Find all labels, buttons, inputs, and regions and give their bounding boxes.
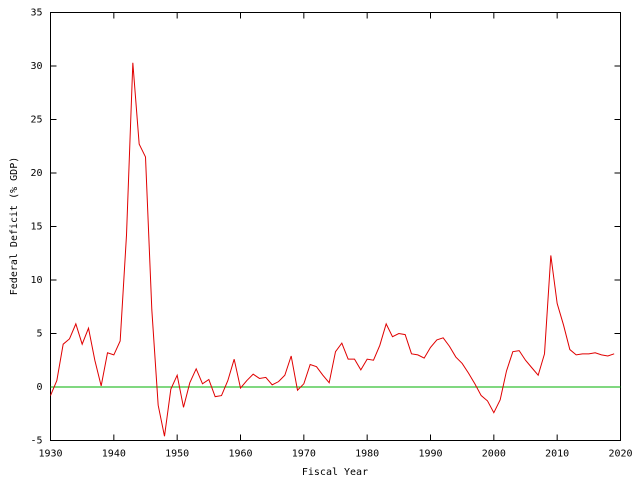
y-tick-label: 35 (30, 8, 42, 19)
plot-frame (50, 12, 621, 441)
y-tick-label: 20 (30, 168, 42, 179)
x-tick-label: 2020 (608, 449, 632, 460)
x-tick-label: 1930 (38, 449, 62, 460)
x-tick-label: 1980 (355, 449, 379, 460)
data-line (50, 62, 615, 437)
x-tick-label: 1960 (228, 449, 252, 460)
x-tick-label: 2000 (482, 449, 506, 460)
y-tick-label: 5 (36, 329, 42, 340)
y-tick-label: -5 (30, 436, 42, 447)
y-tick-label: 25 (30, 115, 42, 126)
y-axis-label: Federal Deficit (% GDP) (9, 157, 20, 295)
x-tick-label: 1950 (165, 449, 189, 460)
x-axis-label: Fiscal Year (302, 467, 368, 478)
x-tick-label: 2010 (545, 449, 569, 460)
y-tick-label: 10 (30, 275, 42, 286)
y-tick-label: 30 (30, 61, 42, 72)
x-tick-label: 1990 (418, 449, 442, 460)
x-tick-label: 1940 (102, 449, 126, 460)
y-tick-label: 15 (30, 222, 42, 233)
y-tick-label: 0 (36, 382, 42, 393)
x-tick-label: 1970 (292, 449, 316, 460)
